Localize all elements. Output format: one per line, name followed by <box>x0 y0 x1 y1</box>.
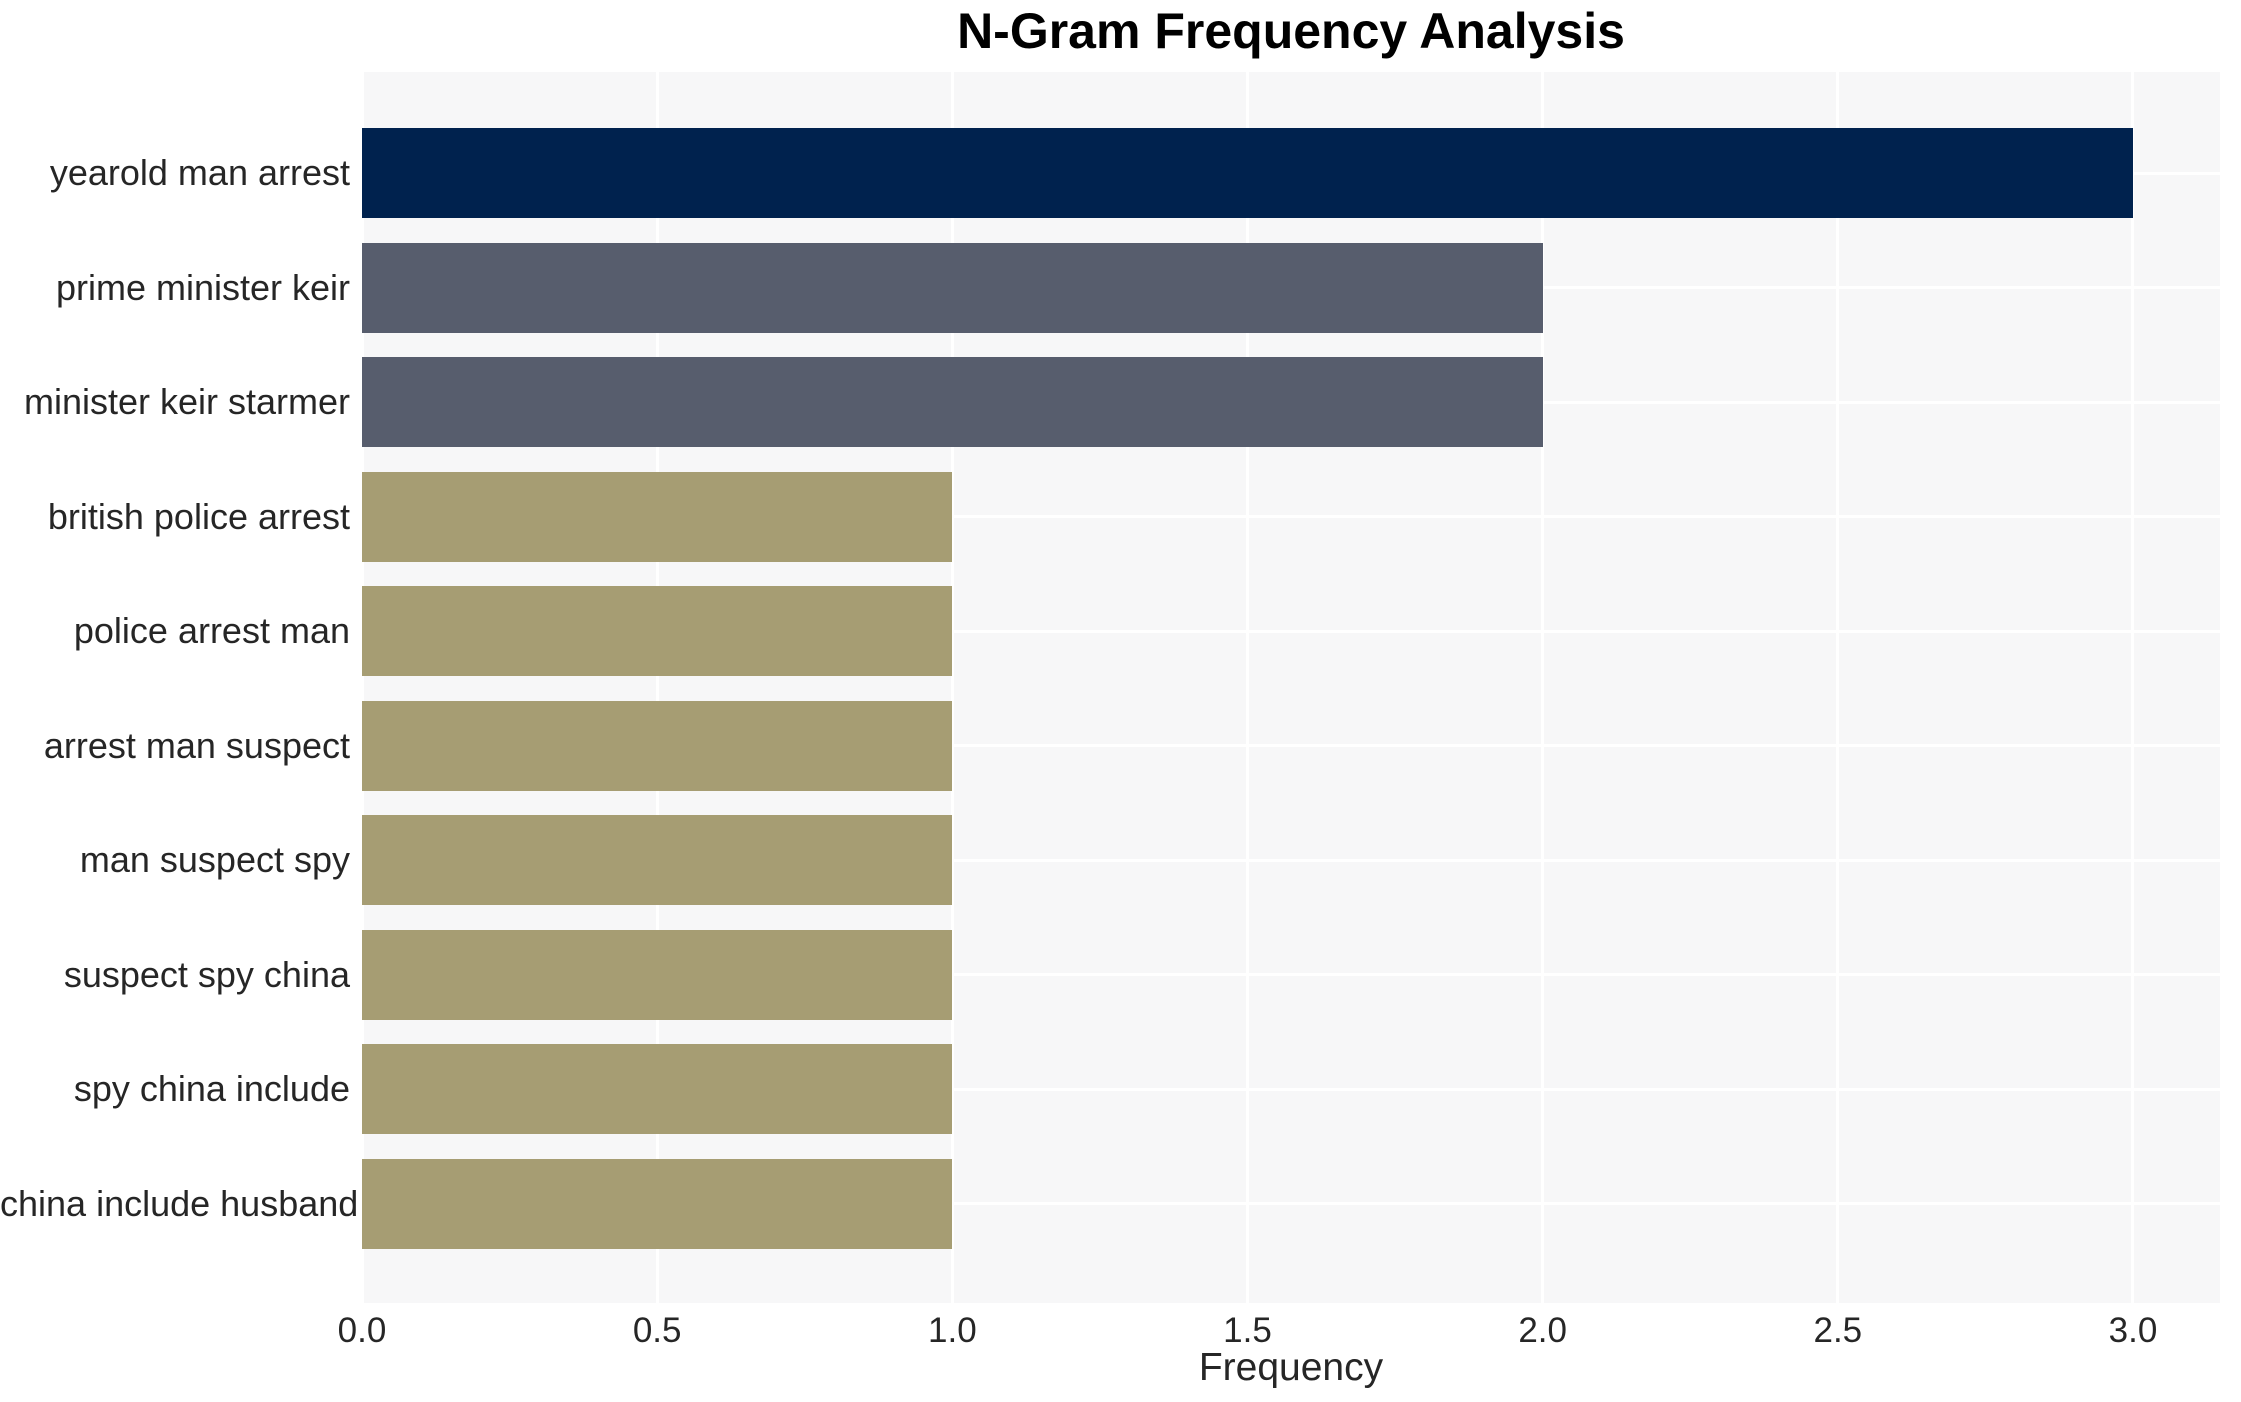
x-axis-title: Frequency <box>1198 1346 1384 1389</box>
plot-area <box>360 72 2220 1303</box>
x-tick-label: 2.0 <box>1518 1311 1567 1350</box>
y-tick-label: prime minister keir <box>55 266 350 308</box>
gridline-horizontal <box>362 515 2220 519</box>
bar <box>362 700 953 791</box>
y-tick-label: arrest man suspect <box>43 724 350 766</box>
gridline-vertical <box>1836 72 1840 1303</box>
y-tick-label: man suspect spy <box>79 839 350 881</box>
gridline-vertical <box>950 72 954 1303</box>
y-tick-label: minister keir starmer <box>23 381 350 423</box>
gridline-horizontal <box>362 1202 2220 1206</box>
gridline-horizontal <box>362 973 2220 977</box>
x-tick-label: 1.0 <box>928 1311 977 1350</box>
bar <box>362 929 953 1020</box>
bar <box>362 128 2133 218</box>
gridline-vertical <box>1541 72 1545 1303</box>
gridline-vertical <box>360 72 364 1303</box>
y-tick-label: china include husband <box>0 1182 359 1224</box>
chart-title: N-Gram Frequency Analysis <box>957 3 1625 59</box>
bar <box>362 586 953 677</box>
gridline-horizontal <box>362 1087 2220 1091</box>
y-tick-label: suspect spy china <box>63 953 350 995</box>
y-tick-label: police arrest man <box>73 610 350 652</box>
y-tick-label: spy china include <box>73 1068 350 1110</box>
gridline-vertical <box>2131 72 2135 1303</box>
x-tick-label: 0.0 <box>337 1311 387 1350</box>
gridline-vertical <box>655 72 659 1303</box>
bar <box>362 471 953 562</box>
gridline-horizontal <box>362 858 2220 862</box>
x-tick-label: 0.5 <box>632 1311 682 1350</box>
y-tick-label: british police arrest <box>47 495 350 537</box>
bar <box>362 242 1543 333</box>
x-tick-label: 2.5 <box>1813 1311 1863 1350</box>
bar <box>362 357 1543 448</box>
bar <box>362 1158 953 1249</box>
gridline-horizontal <box>362 629 2220 633</box>
gridline-vertical <box>1245 72 1249 1303</box>
bar <box>362 1044 953 1135</box>
x-tick-label: 3.0 <box>2108 1311 2158 1350</box>
gridline-horizontal <box>362 744 2220 748</box>
y-tick-label: yearold man arrest <box>49 152 350 193</box>
x-tick-label: 1.5 <box>1223 1311 1272 1350</box>
bar <box>362 815 953 906</box>
